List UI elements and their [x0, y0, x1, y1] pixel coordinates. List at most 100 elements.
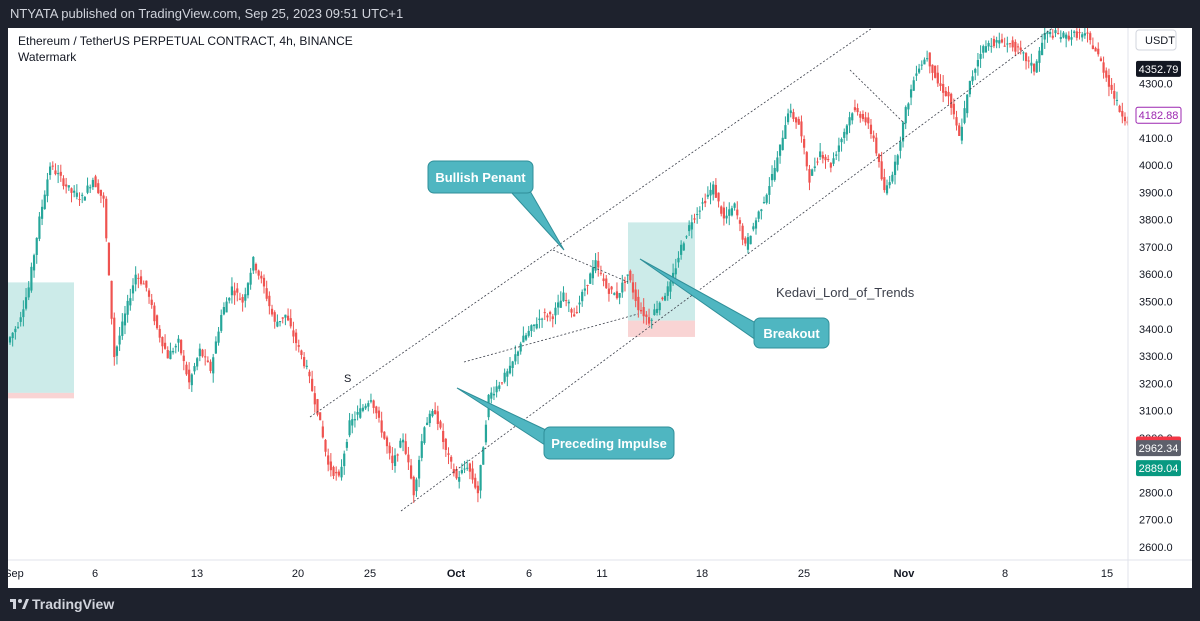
callout-box [427, 160, 534, 194]
price-tick-label: 3800.0 [1139, 215, 1173, 227]
candle-body [99, 189, 103, 196]
candle-body [78, 199, 81, 201]
candle-body [669, 281, 672, 292]
candle-body [388, 445, 391, 454]
candle-body [829, 163, 832, 168]
candle-body [893, 161, 897, 176]
candle-body [73, 190, 76, 193]
candle-body [709, 189, 712, 196]
price-badge-label: 2962.34 [1139, 443, 1179, 455]
candle-body [859, 113, 862, 118]
candle-body [778, 144, 782, 156]
candle-body [754, 220, 758, 229]
candle-body [1011, 40, 1014, 48]
candle-body [268, 295, 271, 307]
symbol-title: Ethereum / TetherUS PERPETUAL CONTRACT, … [18, 34, 353, 48]
candle-body [968, 81, 971, 95]
candle-body [460, 470, 463, 474]
candle-body [361, 407, 365, 411]
candle-body [618, 292, 621, 298]
candle-body [155, 315, 159, 329]
price-tick-label: 3900.0 [1139, 187, 1173, 199]
candle-body [340, 466, 343, 478]
pennant-upper-line [552, 249, 629, 283]
candle-body [516, 351, 520, 356]
candle-body [105, 198, 108, 239]
candle-body [1051, 35, 1054, 38]
candle-body [872, 135, 875, 139]
candle-body [102, 195, 105, 199]
candle-body [228, 297, 231, 301]
candle-body [110, 280, 113, 319]
candle-body [963, 108, 966, 123]
candle-body [602, 278, 605, 282]
candle-body [506, 371, 509, 377]
candle-body [436, 411, 439, 424]
time-tick-label: 25 [798, 568, 810, 580]
candle-body [1078, 32, 1081, 34]
candle-body [762, 202, 766, 204]
candle-body [792, 112, 795, 119]
candle-body [797, 119, 800, 125]
candle-body [257, 270, 260, 276]
price-badge-label: 2889.04 [1139, 463, 1179, 475]
candle-body [364, 405, 367, 409]
breakout-stop-zone [628, 320, 695, 337]
price-chart-svg[interactable]: S Bullish Penant Breakout Preceding Impuls… [8, 28, 1192, 588]
callout-annotations: Bullish Penant Breakout Preceding Impulse [427, 160, 830, 460]
candle-body [158, 328, 161, 338]
candle-body [404, 441, 407, 454]
candle-body [613, 293, 616, 295]
candle-body [198, 348, 201, 357]
candle-body [1094, 47, 1097, 52]
callout-pointer [508, 190, 565, 251]
candle-body [995, 40, 998, 43]
candle-body [1049, 32, 1052, 35]
candle-body [696, 214, 699, 216]
time-tick-label: Nov [894, 568, 916, 580]
candle-body [265, 288, 268, 299]
candle-body [971, 76, 974, 82]
candle-body [599, 272, 603, 274]
candle-body [431, 410, 434, 417]
candle-body [1083, 33, 1086, 36]
candle-body [1019, 47, 1022, 51]
candle-body [276, 321, 279, 327]
candle-body [524, 335, 528, 340]
candle-body [623, 281, 627, 283]
time-tick-label: 25 [364, 568, 376, 580]
candle-body [137, 277, 140, 279]
candle-body [1006, 43, 1009, 45]
candle-body [776, 157, 779, 172]
candle-body [439, 421, 442, 428]
candle-body [1113, 91, 1116, 99]
time-tick-label: Oct [447, 568, 466, 580]
candle-body [869, 124, 873, 135]
candle-body [260, 275, 263, 279]
candle-body [984, 46, 988, 53]
candle-body [343, 453, 346, 467]
candle-body [204, 356, 207, 358]
candle-body [1014, 41, 1017, 52]
trend-drawings: S [309, 28, 1054, 512]
candle-body [292, 330, 295, 337]
candle-body [912, 80, 915, 91]
candle-body [423, 427, 426, 443]
candle-body [1110, 84, 1113, 90]
candle-body [714, 184, 717, 198]
candle-body [303, 357, 306, 367]
candle-body [458, 477, 461, 482]
candle-body [966, 94, 969, 114]
candle-body [554, 307, 557, 316]
candle-body [351, 419, 354, 426]
candle-body [1054, 30, 1057, 34]
candle-body [947, 91, 950, 97]
chart-area[interactable]: S Bullish Penant Breakout Preceding Impuls… [8, 28, 1192, 588]
candle-body [1086, 32, 1089, 34]
candle-body [1107, 75, 1111, 87]
candle-body [883, 177, 886, 191]
candle-body [412, 476, 415, 496]
candle-body [1022, 52, 1025, 54]
candle-body [319, 412, 322, 421]
candle-body [901, 122, 905, 142]
